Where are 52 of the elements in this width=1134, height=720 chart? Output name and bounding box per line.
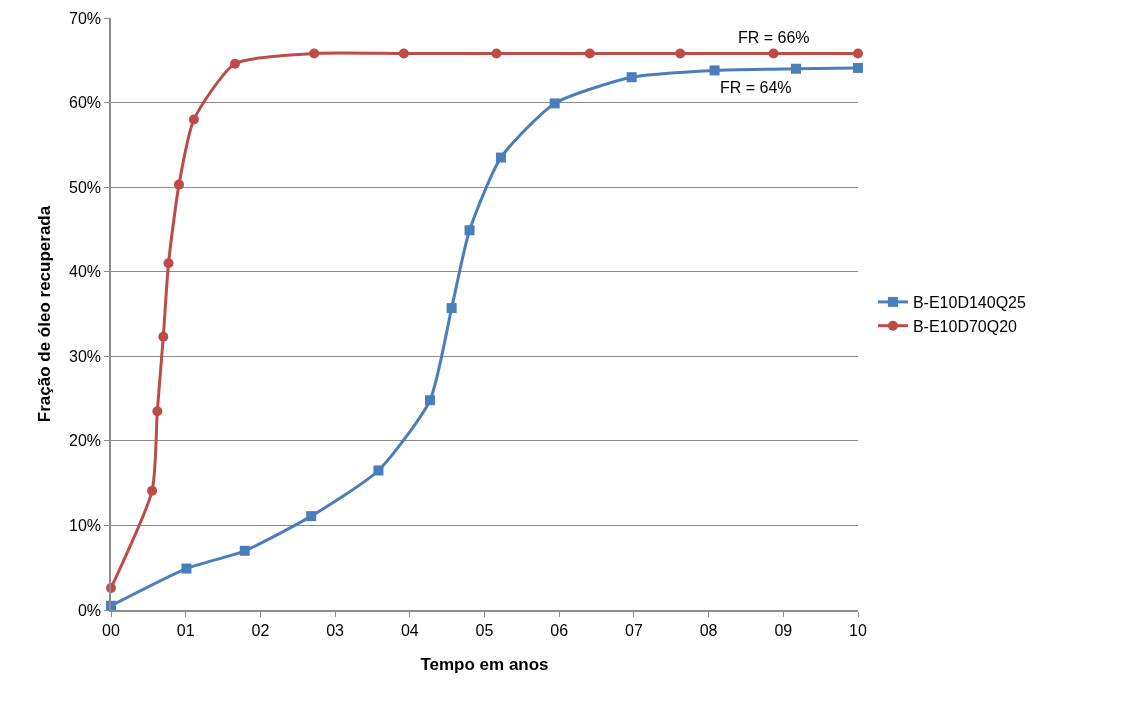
x-tick-label: 06 [550, 621, 569, 639]
y-tick-label: 50% [69, 178, 102, 196]
legend-label: B-E10D140Q25 [912, 294, 1026, 312]
y-axis-title: Fração de óleo recuperada [35, 205, 55, 423]
x-tick-label: 02 [251, 621, 270, 639]
point [491, 48, 502, 59]
y-tick-label: 0% [77, 601, 102, 619]
point [158, 331, 169, 342]
point [446, 303, 457, 314]
x-tick-label: 10 [849, 621, 867, 639]
point [853, 62, 863, 73]
point [464, 225, 475, 236]
y-tick-label: 70% [69, 9, 102, 27]
point [306, 511, 317, 522]
point [398, 48, 409, 59]
point [163, 258, 174, 269]
x-tick-label: 00 [102, 621, 120, 639]
y-tick-label: 60% [69, 94, 102, 112]
x-tick-label: 05 [475, 621, 494, 639]
annotation: FR = 64% [720, 79, 792, 96]
point [309, 48, 320, 59]
y-tick-label: 20% [69, 432, 102, 450]
point [173, 179, 184, 190]
point [549, 98, 560, 109]
x-tick-label: 03 [326, 621, 345, 639]
x-axis-title: Tempo em anos [420, 654, 549, 674]
x-tick-label: 01 [176, 621, 195, 639]
point [230, 58, 240, 69]
point [239, 545, 250, 556]
x-tick-label: 07 [625, 621, 643, 639]
point [791, 63, 801, 74]
y-tick-label: 40% [69, 263, 102, 281]
point [495, 152, 506, 163]
point [768, 48, 779, 59]
x-tick-label: 04 [400, 621, 419, 639]
point [373, 465, 384, 476]
point [424, 395, 435, 406]
x-tick-label: 09 [774, 621, 793, 639]
point [152, 406, 163, 417]
point [853, 48, 863, 59]
legend-label: B-E10D70Q20 [912, 317, 1018, 335]
point [188, 114, 199, 125]
point [675, 48, 686, 59]
y-tick-label: 30% [69, 347, 102, 365]
point [584, 48, 595, 59]
point [626, 72, 637, 83]
point [181, 563, 192, 574]
annotation: FR = 66% [738, 29, 810, 46]
point [709, 65, 720, 76]
x-tick-label: 08 [699, 621, 718, 639]
y-tick-label: 10% [69, 517, 102, 535]
point [147, 485, 158, 496]
